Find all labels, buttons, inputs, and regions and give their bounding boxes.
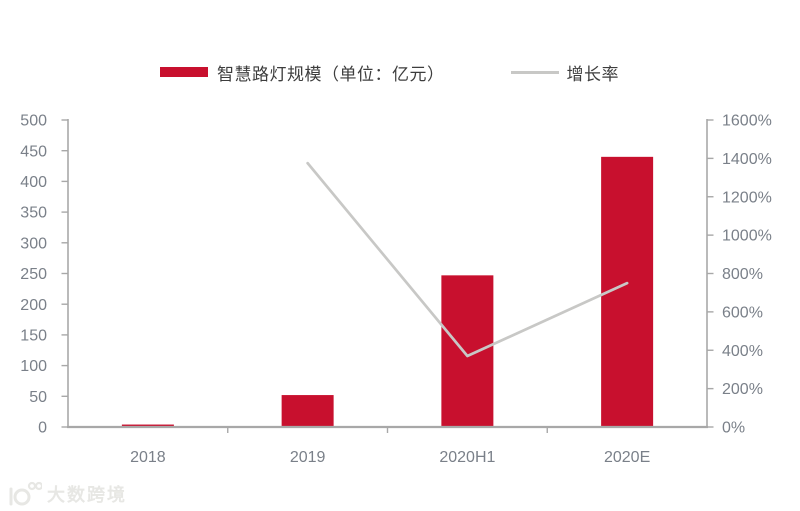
legend-item-line-series: 增长率	[510, 60, 620, 85]
left-axis-tick-label: 350	[20, 205, 47, 222]
left-axis-tick-label: 0	[38, 420, 47, 437]
legend-line-label: 增长率	[566, 64, 619, 84]
right-axis-tick-label: 1200%	[722, 189, 772, 206]
watermark-logo-icon	[9, 481, 42, 506]
legend-bar-swatch	[160, 67, 208, 77]
growth-rate-line	[306, 161, 629, 358]
right-axis-tick-label: 400%	[722, 343, 763, 360]
left-axis-tick-label: 200	[20, 297, 47, 314]
right-axis-tick-label: 800%	[722, 266, 763, 283]
x-axis-label-2020H1: 2020H1	[439, 449, 495, 466]
left-axis-tick-label: 150	[20, 328, 47, 345]
right-axis-tick-label: 600%	[722, 304, 763, 321]
right-axis-tick-label: 1400%	[722, 151, 772, 168]
x-axis-label-2018: 2018	[130, 449, 166, 466]
right-axis-tick-label: 1600%	[722, 113, 772, 130]
bar-2018	[121, 424, 174, 427]
bar-2019	[281, 395, 334, 427]
left-axis-tick-label: 450	[20, 143, 47, 160]
x-axis-label-2020E: 2020E	[604, 449, 650, 466]
left-axis-tick-label: 250	[20, 266, 47, 283]
left-axis-tick-label: 300	[20, 235, 47, 252]
left-axis-tick-label: 500	[20, 113, 47, 130]
legend-item-bar-series: 智慧路灯规模（单位：亿元）	[160, 60, 445, 85]
right-axis-tick-label: 0%	[722, 420, 745, 437]
left-axis-tick-label: 400	[20, 174, 47, 191]
left-axis-tick-label: 100	[20, 358, 47, 375]
watermark-label: 大数跨境	[47, 485, 127, 505]
legend-line-swatch	[510, 70, 559, 74]
bar-2020H1	[441, 275, 494, 427]
legend-bar-label: 智慧路灯规模（单位：亿元）	[217, 64, 445, 84]
left-axis-tick-label: 50	[29, 389, 47, 406]
right-axis-tick-label: 1000%	[722, 228, 772, 245]
chart-legend: 智慧路灯规模（单位：亿元） 增长率	[160, 60, 620, 85]
right-axis-tick-label: 200%	[722, 381, 763, 398]
watermark: 大数跨境	[8, 481, 127, 507]
x-axis-label-2019: 2019	[290, 449, 326, 466]
